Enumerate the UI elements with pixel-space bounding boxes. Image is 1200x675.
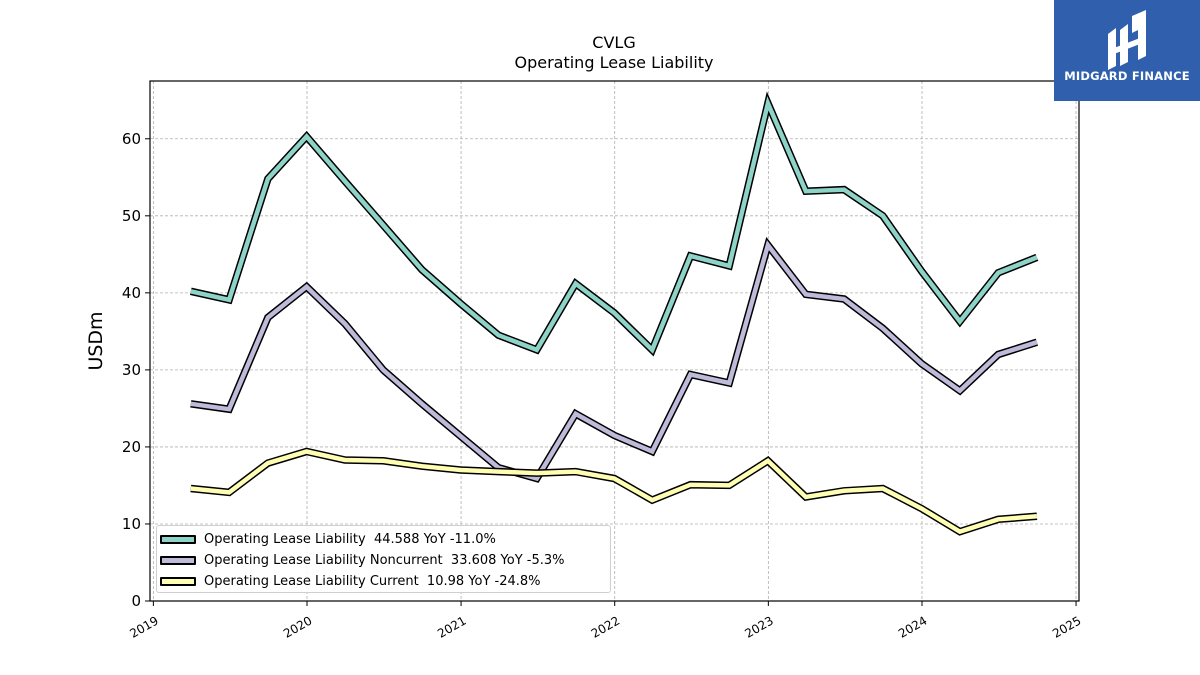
x-tick-label: 2023 <box>742 613 775 640</box>
legend-swatch-icon <box>160 577 196 586</box>
series-line <box>190 449 1038 535</box>
legend-swatch-icon <box>160 556 196 565</box>
y-tick-label: 30 <box>122 361 141 379</box>
legend-label: Operating Lease Liability 44.588 YoY -11… <box>204 532 496 547</box>
legend-label: Operating Lease Liability Noncurrent 33.… <box>204 553 565 568</box>
midgard-mark-icon <box>1108 10 1146 70</box>
x-tick-label: 2025 <box>1050 613 1083 640</box>
x-tick-label: 2024 <box>896 613 929 640</box>
brand-name: MIDGARD FINANCE <box>1064 69 1190 83</box>
y-tick-label: 50 <box>122 207 141 225</box>
x-tick-label: 2022 <box>589 613 622 640</box>
x-tick-label: 2019 <box>127 613 160 640</box>
grid <box>150 81 1079 602</box>
chart-title: CVLG <box>592 33 635 52</box>
series-line <box>190 96 1038 354</box>
y-tick-label: 40 <box>122 284 141 302</box>
y-tick-label: 10 <box>122 515 141 533</box>
x-tick-label: 2021 <box>435 613 468 640</box>
series-line <box>190 240 1038 482</box>
series-outline <box>190 236 1039 483</box>
legend-item: Operating Lease Liability Noncurrent 33.… <box>160 550 610 571</box>
legend-swatch-icon <box>160 535 196 544</box>
x-tick-label: 2020 <box>281 613 314 640</box>
chart-subtitle: Operating Lease Liability <box>514 53 713 72</box>
series-outline <box>190 447 1038 536</box>
legend-label: Operating Lease Liability Current 10.98 … <box>204 574 541 589</box>
legend: Operating Lease Liability 44.588 YoY -11… <box>156 525 611 593</box>
y-axis-label: USDm <box>85 311 107 370</box>
y-tick-label: 20 <box>122 438 141 456</box>
legend-item: Operating Lease Liability Current 10.98 … <box>160 571 610 592</box>
series-lines <box>189 91 1039 536</box>
brand-logo: MIDGARD FINANCE <box>1054 0 1200 101</box>
y-tick-label: 60 <box>122 130 141 148</box>
legend-item: Operating Lease Liability 44.588 YoY -11… <box>160 529 610 550</box>
y-tick-label: 0 <box>131 592 141 610</box>
